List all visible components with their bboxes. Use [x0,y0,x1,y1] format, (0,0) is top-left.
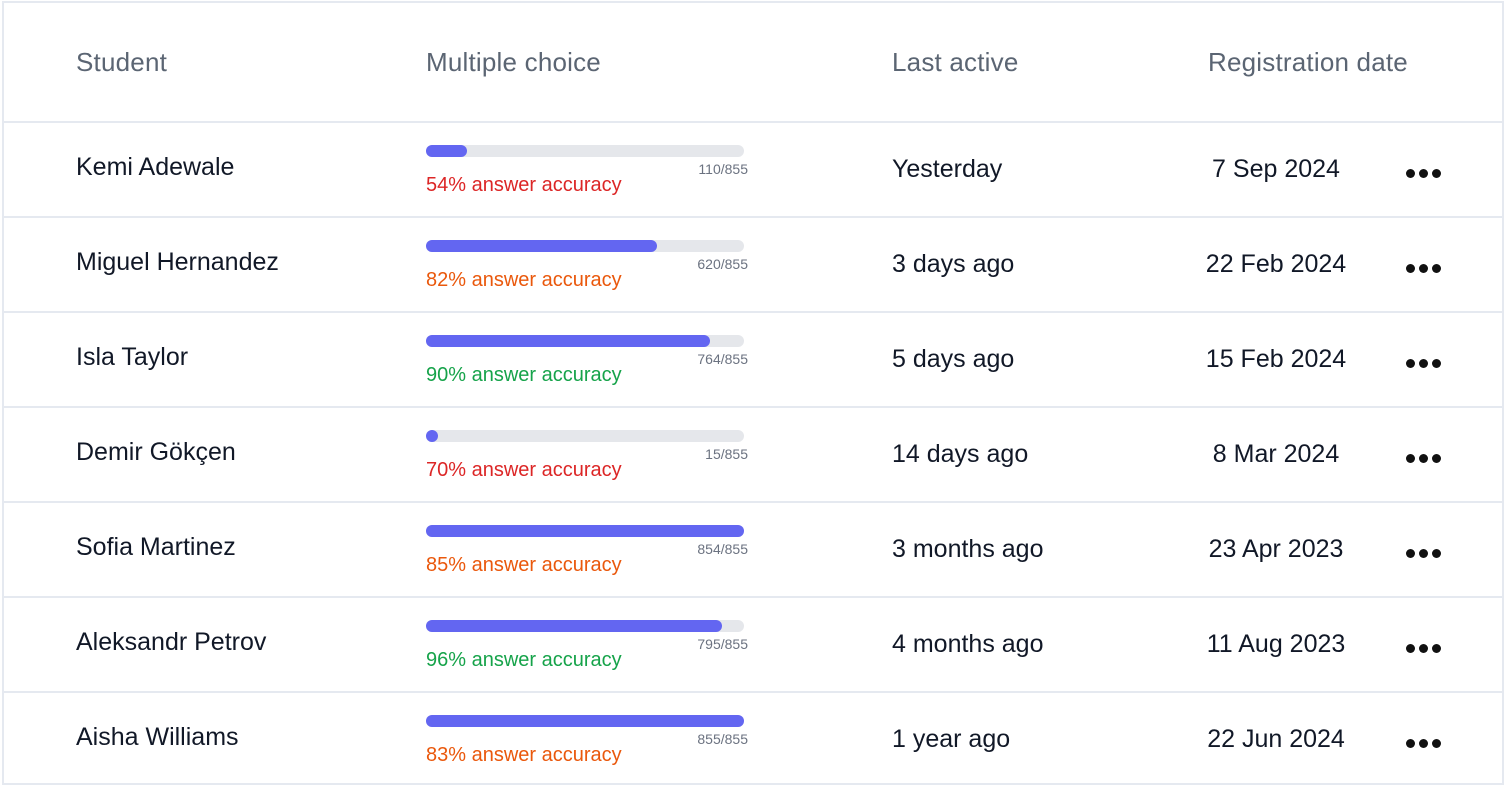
dot [1406,454,1415,463]
column-header-multiple-choice[interactable]: Multiple choice [426,47,601,77]
progress-count: 110/855 [698,161,748,177]
registration-date: 23 Apr 2023 [1208,535,1344,563]
more-horizontal-icon[interactable] [1404,638,1444,658]
student-name: Aleksandr Petrov [76,628,267,656]
more-horizontal-icon[interactable] [1404,448,1444,468]
progress-count: 855/855 [697,731,748,747]
progress-fill [426,430,438,442]
column-header-student[interactable]: Student [76,47,168,77]
multiple-choice-progress: 620/855 82% answer accuracy [426,240,748,300]
progress-track [426,620,744,632]
registration-date: 22 Jun 2024 [1207,725,1345,753]
registration-date: 11 Aug 2023 [1206,630,1346,658]
dot [1406,264,1415,273]
progress-count: 15/855 [705,446,748,462]
dot [1432,169,1441,178]
answer-accuracy: 90% answer accuracy [426,364,622,386]
dot [1419,359,1428,368]
answer-accuracy: 54% answer accuracy [426,174,622,196]
progress-fill [426,525,744,537]
registration-date: 7 Sep 2024 [1212,155,1340,183]
table-row[interactable]: Demir Gökçen 15/855 70% answer accuracy … [4,408,1502,503]
dot [1406,359,1415,368]
table-row[interactable]: Kemi Adewale 110/855 54% answer accuracy… [4,123,1502,218]
last-active: 4 months ago [892,630,1044,658]
table-body: Kemi Adewale 110/855 54% answer accuracy… [4,123,1502,788]
last-active: 5 days ago [892,345,1015,373]
answer-accuracy: 85% answer accuracy [426,554,622,576]
last-active: 3 days ago [892,250,1015,278]
dot [1419,644,1428,653]
registration-date: 22 Feb 2024 [1205,250,1347,278]
table-row[interactable]: Aisha Williams 855/855 83% answer accura… [4,693,1502,788]
more-horizontal-icon[interactable] [1404,258,1444,278]
student-name: Miguel Hernandez [76,248,279,276]
progress-fill [426,145,467,157]
table-header: Student Multiple choice Last active Regi… [4,3,1502,123]
multiple-choice-progress: 854/855 85% answer accuracy [426,525,748,585]
progress-count: 795/855 [697,636,748,652]
multiple-choice-progress: 795/855 96% answer accuracy [426,620,748,680]
table-row[interactable]: Isla Taylor 764/855 90% answer accuracy … [4,313,1502,408]
progress-fill [426,240,657,252]
dot [1419,454,1428,463]
progress-track [426,145,744,157]
progress-track [426,430,744,442]
dot [1432,264,1441,273]
dot [1432,739,1441,748]
progress-count: 764/855 [697,351,748,367]
student-name: Isla Taylor [76,343,189,371]
last-active: 3 months ago [892,535,1044,563]
dot [1419,264,1428,273]
dot [1419,549,1428,558]
more-horizontal-icon[interactable] [1404,733,1444,753]
column-header-registration-date[interactable]: Registration date [1208,47,1408,77]
table-row[interactable]: Aleksandr Petrov 795/855 96% answer accu… [4,598,1502,693]
answer-accuracy: 83% answer accuracy [426,744,622,766]
student-name: Kemi Adewale [76,153,235,181]
last-active: 14 days ago [892,440,1029,468]
dot [1406,549,1415,558]
progress-count: 854/855 [697,541,748,557]
progress-track [426,240,744,252]
progress-track [426,715,744,727]
answer-accuracy: 82% answer accuracy [426,269,622,291]
student-name: Sofia Martinez [76,533,236,561]
dot [1419,169,1428,178]
last-active: Yesterday [892,155,1003,183]
multiple-choice-progress: 764/855 90% answer accuracy [426,335,748,395]
progress-fill [426,335,710,347]
dot [1432,359,1441,368]
progress-fill [426,715,744,727]
multiple-choice-progress: 15/855 70% answer accuracy [426,430,748,490]
last-active: 1 year ago [892,725,1011,753]
progress-count: 620/855 [697,256,748,272]
dot [1432,454,1441,463]
table-row[interactable]: Sofia Martinez 854/855 85% answer accura… [4,503,1502,598]
dot [1406,739,1415,748]
progress-track [426,335,744,347]
student-name: Aisha Williams [76,723,239,751]
dot [1406,169,1415,178]
dot [1432,549,1441,558]
dot [1406,644,1415,653]
multiple-choice-progress: 855/855 83% answer accuracy [426,715,748,775]
progress-track [426,525,744,537]
dot [1419,739,1428,748]
answer-accuracy: 70% answer accuracy [426,459,622,481]
answer-accuracy: 96% answer accuracy [426,649,622,671]
column-header-last-active[interactable]: Last active [892,47,1019,77]
more-horizontal-icon[interactable] [1404,353,1444,373]
multiple-choice-progress: 110/855 54% answer accuracy [426,145,748,205]
more-horizontal-icon[interactable] [1404,543,1444,563]
more-horizontal-icon[interactable] [1404,163,1444,183]
registration-date: 15 Feb 2024 [1205,345,1347,373]
table-row[interactable]: Miguel Hernandez 620/855 82% answer accu… [4,218,1502,313]
progress-fill [426,620,722,632]
dot [1432,644,1441,653]
registration-date: 8 Mar 2024 [1212,440,1340,468]
student-name: Demir Gökçen [76,438,236,466]
